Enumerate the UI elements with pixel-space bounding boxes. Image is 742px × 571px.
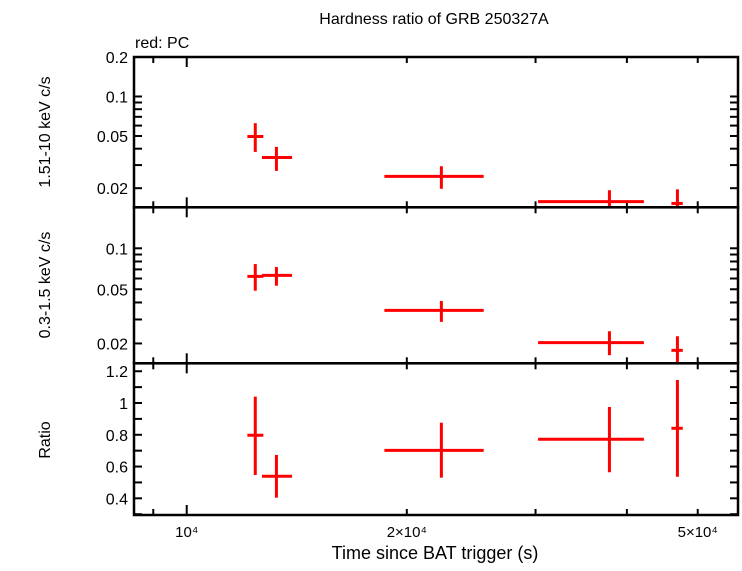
y-tick-label: 0.8	[106, 428, 128, 445]
y-tick-label: 0.02	[97, 336, 128, 353]
y-tick-label: 0.1	[106, 89, 128, 106]
y-tick-label: 0.2	[106, 50, 128, 67]
x-axis-label: Time since BAT trigger (s)	[332, 543, 539, 563]
legend-label: red: PC	[135, 35, 189, 52]
y-axis-label-hard: 1.51-10 keV c/s	[37, 76, 54, 187]
panel-frame	[132, 206, 740, 365]
chart-title: Hardness ratio of GRB 250327A	[319, 11, 549, 28]
panel-frame	[132, 55, 740, 209]
x-tick-label: 5×10⁴	[678, 524, 718, 541]
y-tick-label: 0.05	[97, 282, 128, 299]
y-tick-label: 0.1	[106, 241, 128, 258]
y-axis-label-soft: 0.3-1.5 keV c/s	[37, 232, 54, 339]
x-tick-label: 10⁴	[175, 524, 198, 541]
y-tick-label: 0.6	[106, 460, 128, 477]
y-axis-label-ratio: Ratio	[37, 421, 54, 458]
y-tick-label: 0.4	[106, 491, 128, 508]
y-tick-label: 1	[119, 396, 128, 413]
y-tick-label: 0.05	[97, 129, 128, 146]
panel-frame	[132, 362, 740, 517]
y-tick-label: 1.2	[106, 364, 128, 381]
x-tick-label: 2×10⁴	[387, 524, 427, 541]
y-tick-label: 0.02	[97, 181, 128, 198]
